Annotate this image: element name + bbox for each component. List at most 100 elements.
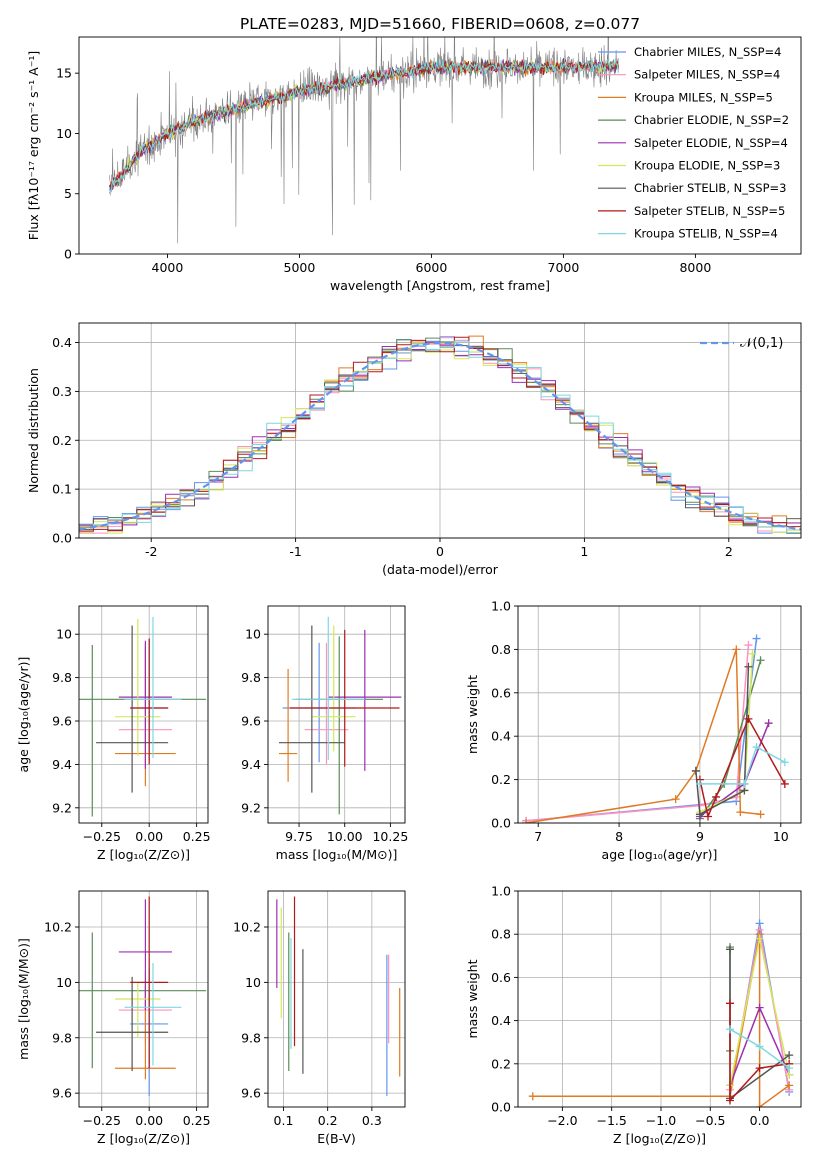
age-weight-ytick-label: 0.2 [491,772,511,787]
spectrum-legend-label: Salpeter MILES, N_SSP=4 [634,68,780,82]
age-weight-marker [522,819,531,823]
z-weight-marker [785,1081,794,1090]
z-weight-marker [785,1064,794,1073]
z-weight-ytick-label: 0.2 [491,1056,511,1071]
mass-age-xtick-label: 10.25 [372,829,408,844]
ebv-mass-ytick-label: 10.2 [233,920,261,935]
spectrum-plot-area [108,37,619,244]
spectrum-xtick-label: 7000 [548,260,580,275]
z-mass-ytick-label: 10.2 [44,920,72,935]
age-weight-series-line [695,666,750,816]
age-weight-ytick-label: 0.0 [491,816,511,831]
z-mass-xtick-label: 0.00 [135,1113,163,1128]
age-weight-marker [695,779,704,788]
z-mass-ytick-label: 9.6 [52,1086,72,1101]
spectrum-xtick-label: 5000 [284,260,316,275]
ebv-mass-ytick-label: 10 [245,975,261,990]
spectrum-ytick-label: 15 [56,66,72,81]
residuals-xtick-label: -2 [145,544,157,559]
age-weight-frame [517,605,802,824]
age-weight-ytick-label: 0.4 [491,729,511,744]
z-weight-frame [517,890,802,1108]
age-weight-marker [732,645,741,654]
z-weight-ytick-label: 0.4 [491,1013,511,1028]
age-weight-marker [695,810,704,819]
age-weight-xtick-label: 7 [534,829,542,844]
z-age-ytick-label: 9.4 [52,757,72,772]
ebv-mass-ytick-label: 9.8 [241,1030,261,1045]
z-weight-xtick-label: −1.0 [646,1113,676,1128]
mass-age-xtick-label: 10.00 [327,829,363,844]
residuals-ylabel: Normed distribution [26,368,41,493]
z-weight-plot-area [528,919,794,1107]
z-weight-xtick-label: 0.0 [750,1113,770,1128]
age-weight-marker [752,743,761,752]
z-weight-xtick-label: −2.0 [547,1113,577,1128]
z-mass-panel: −0.25 0.00 0.25 9.6 9.8 10 10.2 Z [log₁₀(Z/Z⊙)]… [16,890,211,1146]
z-age-axes: −0.25 0.00 0.25 9.2 9.4 9.6 9.8 10 Z [log₁₀(Z/Z⊙… [16,605,211,862]
ebv-mass-xtick-label: 0.1 [274,1113,294,1128]
z-weight-marker [785,1051,794,1060]
age-weight-marker [671,795,680,804]
z-weight-ytick-label: 1.0 [491,884,511,899]
residuals-ytick-label: 0.2 [52,433,72,448]
z-age-xlabel: Z [log₁₀(Z/Z⊙)] [97,847,190,862]
z-weight-marker [755,1042,764,1051]
age-weight-xlabel: age [log₁₀(age/yr)] [602,847,718,862]
spectrum-legend-label: Salpeter STELIB, N_SSP=5 [634,204,785,218]
spectrum-xtick-label: 6000 [416,260,448,275]
z-weight-marker [726,1096,735,1105]
residuals-ytick-label: 0.4 [52,335,72,350]
spectrum-xlabel: wavelength [Angstrom, rest frame] [330,278,550,293]
spectrum-legend-label: Chabrier ELODIE, N_SSP=2 [634,113,789,127]
z-age-ytick-label: 9.8 [52,670,72,685]
z-mass-ytick-label: 9.8 [52,1030,72,1045]
z-mass-xtick-label: −0.25 [83,1113,121,1128]
residuals-plot-area [79,335,801,534]
age-weight-xtick-label: 8 [615,829,623,844]
residuals-frame [78,322,802,539]
spectrum-panel: 4000 5000 6000 7000 8000 0 5 10 15 wavelength [An… [26,36,802,293]
z-weight-marker [726,945,735,954]
age-weight-marker [756,810,765,819]
z-mass-axes: −0.25 0.00 0.25 9.6 9.8 10 10.2 Z [log₁₀(Z/Z⊙)]… [16,890,211,1146]
mass-age-xlabel: mass [log₁₀(M/M⊙)] [276,847,398,862]
residuals-xtick-label: 0 [436,544,444,559]
age-weight-marker [704,812,713,821]
residuals-panel: -2 -1 0 1 2 0.0 0.1 0.2 0.3 0.4 (data-model)/error… [26,322,802,577]
age-weight-ytick-label: 0.8 [491,642,511,657]
z-mass-frame [78,890,209,1108]
ebv-mass-axes: 0.1 0.2 0.3 9.6 9.8 10 10.2 E(B-V) [233,890,406,1146]
residuals-xlabel: (data-model)/error [382,562,499,577]
mass-age-xtick-label: 9.75 [285,829,313,844]
age-weight-marker [752,634,761,643]
z-weight-marker [528,1092,537,1101]
ebv-mass-xtick-label: 0.3 [362,1113,382,1128]
z-mass-plot-area [79,896,207,1096]
age-weight-marker [740,779,749,788]
age-weight-panel: 7 8 9 10 0.0 0.2 0.4 0.6 0.8 1.0 age [log₁₀(age/yr… [465,599,802,862]
figure-title: PLATE=0283, MJD=51660, FIBERID=0608, z=0… [240,15,640,33]
spectrum-legend-label: Kroupa STELIB, N_SSP=4 [634,227,778,241]
residuals-legend-label: 𝒩(0,1) [740,336,783,351]
z-age-panel: −0.25 0.00 0.25 9.2 9.4 9.6 9.8 10 Z [log₁₀(Z/Z⊙… [16,605,211,862]
age-weight-xtick-label: 10 [773,829,789,844]
spectrum-frame [78,36,802,255]
age-weight-marker [780,758,789,767]
z-weight-ytick-label: 0.8 [491,927,511,942]
z-weight-xtick-label: −0.5 [695,1113,725,1128]
z-age-ylabel: age [log₁₀(age/yr)] [16,657,31,773]
ebv-mass-plot-area [276,896,401,1096]
ebv-mass-frame [267,890,406,1108]
residuals-ytick-label: 0.1 [52,482,72,497]
residuals-normal-curve [79,341,801,531]
spectrum-xtick-label: 4000 [152,260,184,275]
residuals-xtick-label: -1 [289,544,301,559]
spectrum-model-line [108,57,619,195]
residuals-ytick-label: 0.3 [52,384,72,399]
age-weight-ytick-label: 1.0 [491,599,511,614]
z-age-xtick-label: 0.25 [183,829,211,844]
spectrum-legend-label: Salpeter ELODIE, N_SSP=4 [634,136,788,150]
age-weight-marker [748,649,757,658]
